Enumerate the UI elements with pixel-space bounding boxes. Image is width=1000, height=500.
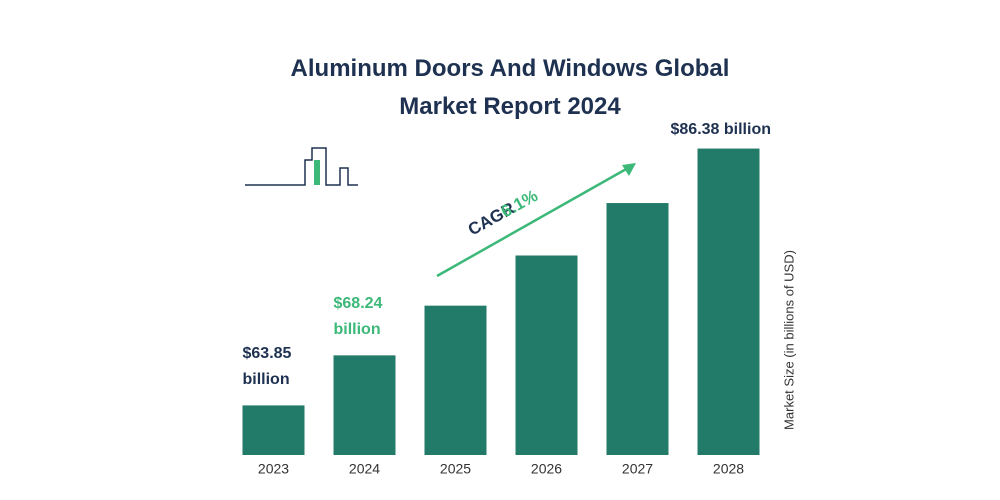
y-axis-label: Market Size (in billions of USD) bbox=[781, 250, 796, 430]
value-label: $68.24 billion bbox=[333, 295, 383, 339]
bar bbox=[515, 255, 578, 455]
bar bbox=[242, 405, 305, 455]
value-label: $86.38 billion bbox=[670, 120, 771, 138]
bar bbox=[333, 355, 396, 455]
value-label: $63.85 billion bbox=[242, 345, 292, 389]
bar bbox=[424, 305, 487, 455]
cagr-value: 6.1% bbox=[498, 186, 541, 221]
x-tick-label: 2028 bbox=[713, 461, 744, 477]
cagr-arrowhead bbox=[622, 163, 636, 176]
bar bbox=[606, 203, 669, 455]
x-tick-label: 2026 bbox=[531, 461, 562, 477]
x-tick-label: 2027 bbox=[622, 461, 653, 477]
bar bbox=[697, 148, 760, 455]
cagr-arrow bbox=[436, 166, 629, 278]
x-tick-label: 2024 bbox=[349, 461, 380, 477]
x-tick-label: 2025 bbox=[440, 461, 471, 477]
x-tick-label: 2023 bbox=[258, 461, 289, 477]
chart-title: Aluminum Doors And Windows Global Market… bbox=[290, 55, 730, 120]
logo bbox=[245, 147, 358, 186]
